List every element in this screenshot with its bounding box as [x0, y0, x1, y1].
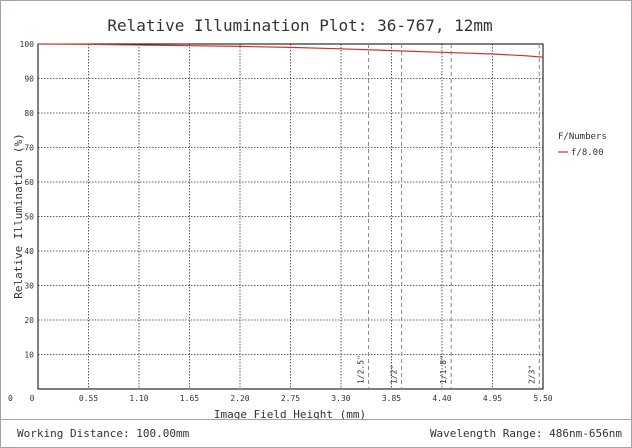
x-tick-label: 0 [30, 394, 35, 403]
plot-area [37, 43, 544, 390]
sensor-size-label: 2/3" [527, 365, 536, 384]
y-tick-label: 70 [24, 144, 34, 153]
y-tick-label: 90 [24, 75, 34, 84]
x-axis-label: Image Field Height (mm) [214, 408, 366, 421]
x-tick-label: 1.65 [180, 394, 199, 403]
sensor-size-label: 1/2.5" [357, 355, 366, 384]
y-tick-label: 40 [24, 247, 34, 256]
y-tick-label: 0 [8, 394, 13, 403]
working-distance-text: Working Distance: 100.00mm [17, 427, 190, 440]
chart-title: Relative Illumination Plot: 36-767, 12mm [107, 16, 492, 35]
y-tick-label: 80 [24, 109, 34, 118]
footer-divider [0, 419, 632, 420]
sensor-size-label: 1/2" [390, 365, 399, 384]
legend-entry: f/8.00 [571, 148, 604, 158]
x-tick-label: 2.75 [281, 394, 300, 403]
x-tick-label: 0.55 [79, 394, 98, 403]
sensor-size-label: 1/1.8" [439, 355, 448, 384]
x-tick-label: 5.50 [533, 394, 552, 403]
y-tick-label: 30 [24, 282, 34, 291]
x-tick-label: 4.40 [432, 394, 451, 403]
y-tick-label: 20 [24, 316, 34, 325]
y-tick-label: 60 [24, 178, 34, 187]
x-tick-label: 3.30 [331, 394, 350, 403]
y-tick-label: 50 [24, 213, 34, 222]
y-tick-label: 100 [20, 40, 35, 49]
y-tick-label: 10 [24, 351, 34, 360]
wavelength-range-text: Wavelength Range: 486nm-656nm [429, 427, 622, 440]
legend-title: F/Numbers [558, 132, 607, 142]
x-tick-label: 2.20 [230, 394, 249, 403]
x-tick-label: 1.10 [129, 394, 148, 403]
y-axis-label: Relative Illumination (%) [12, 133, 25, 299]
x-tick-label: 4.95 [483, 394, 502, 403]
series-line [37, 43, 544, 58]
x-tick-label: 3.85 [382, 394, 401, 403]
